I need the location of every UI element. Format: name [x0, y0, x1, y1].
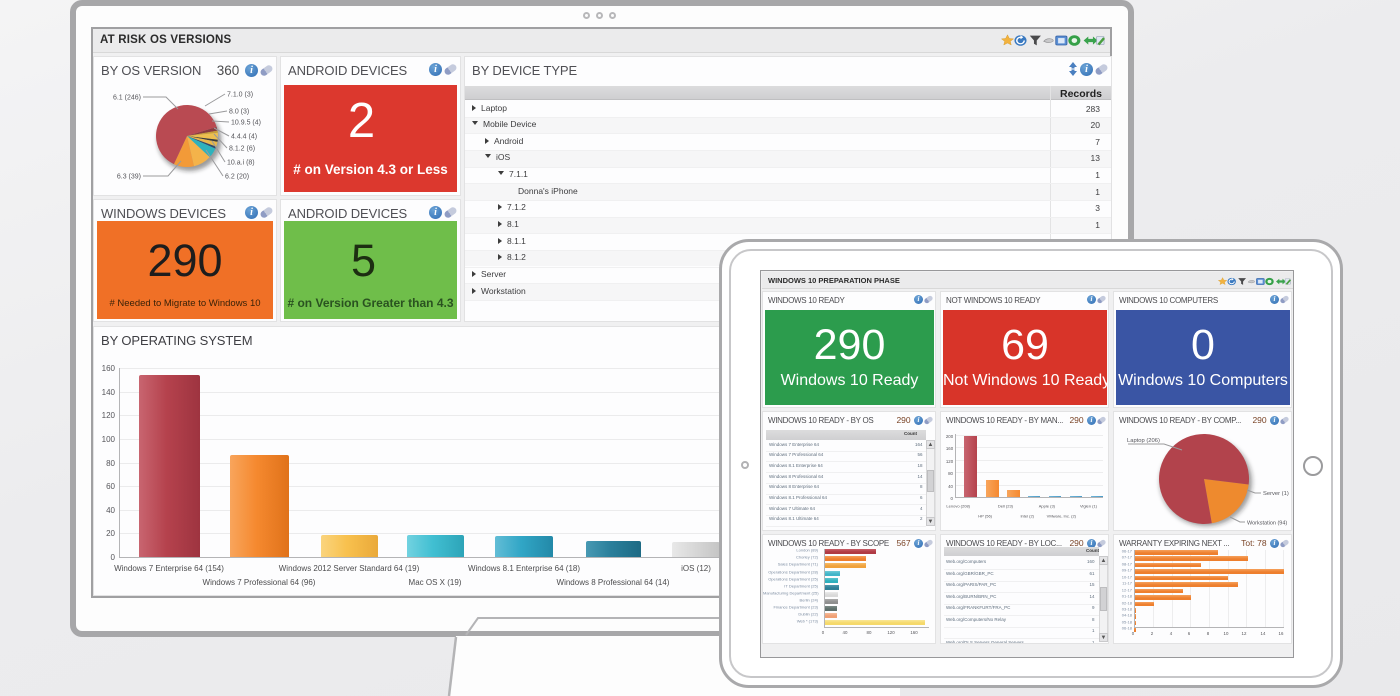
svg-text:10.9.5 (4): 10.9.5 (4)	[231, 120, 261, 127]
svg-text:6.1 (246): 6.1 (246)	[113, 95, 141, 102]
svg-text:6.3 (39): 6.3 (39)	[117, 174, 141, 181]
svg-text:Server (1): Server (1)	[1263, 491, 1289, 497]
svg-text:Workstation (94): Workstation (94)	[1247, 521, 1287, 527]
svg-text:Laptop (206): Laptop (206)	[1127, 438, 1160, 444]
svg-text:6.2 (20): 6.2 (20)	[225, 174, 249, 181]
svg-text:8.1.2 (6): 8.1.2 (6)	[229, 146, 255, 153]
svg-text:4.4.4 (4): 4.4.4 (4)	[231, 134, 257, 141]
svg-text:10.a.i (8): 10.a.i (8)	[227, 160, 255, 167]
svg-text:8.0 (3): 8.0 (3)	[229, 109, 249, 116]
svg-text:7.1.0 (3): 7.1.0 (3)	[227, 92, 253, 99]
